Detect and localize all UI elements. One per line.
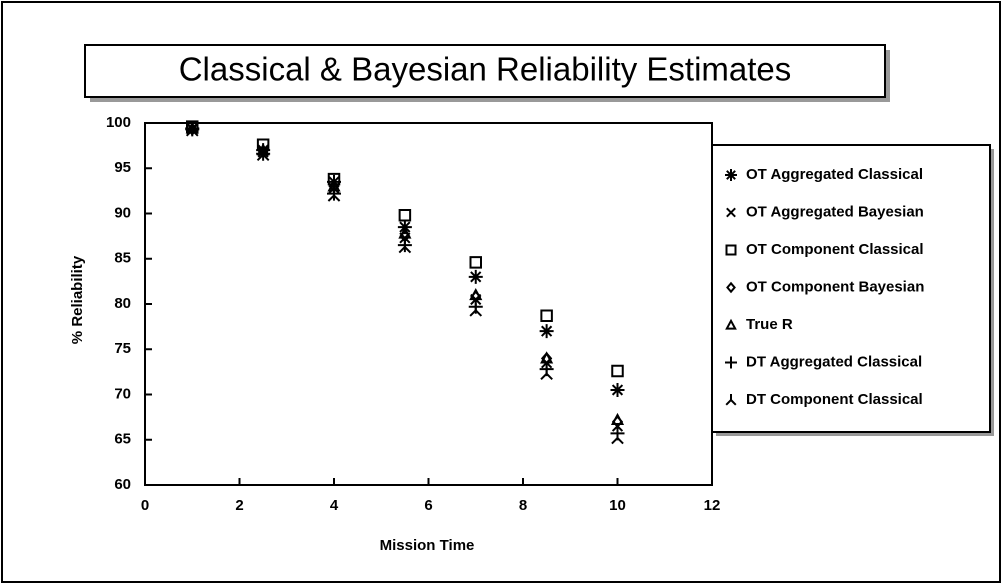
point	[327, 188, 341, 202]
point	[540, 366, 553, 380]
y-tick-label: 100	[106, 114, 131, 131]
legend-label: OT Aggregated Bayesian	[746, 203, 924, 220]
point	[610, 412, 625, 426]
legend-marker	[726, 281, 736, 294]
point	[611, 364, 624, 378]
point	[185, 123, 199, 137]
legend-label: OT Component Classical	[746, 241, 924, 258]
point	[610, 382, 625, 397]
y-tick-label: 65	[114, 431, 131, 448]
x-axis-label: Mission Time	[380, 537, 475, 554]
legend-label: OT Aggregated Classical	[746, 166, 923, 183]
x-tick-label: 10	[609, 497, 626, 514]
point	[398, 209, 412, 222]
y-tick-label: 75	[114, 340, 131, 357]
legend-label: DT Component Classical	[746, 391, 923, 408]
point	[468, 269, 483, 284]
x-tick-label: 4	[330, 497, 339, 514]
y-axis-label: % Reliability	[69, 255, 86, 344]
point	[256, 147, 270, 161]
x-tick-label: 0	[141, 497, 149, 514]
y-tick-label: 70	[114, 385, 131, 402]
point	[469, 256, 482, 269]
legend-marker	[725, 318, 737, 330]
title-box	[84, 44, 886, 98]
y-tick-label: 85	[114, 250, 131, 267]
legend-marker	[725, 356, 737, 369]
point	[398, 239, 412, 254]
legend-marker	[726, 207, 736, 218]
x-tick-label: 6	[424, 497, 432, 514]
point	[469, 303, 483, 317]
legend-label: DT Aggregated Classical	[746, 353, 922, 370]
point	[256, 138, 270, 151]
legend-marker	[725, 244, 737, 256]
point	[398, 226, 412, 239]
point	[469, 287, 483, 301]
y-tick-label: 90	[114, 204, 131, 221]
point	[327, 172, 341, 186]
point	[611, 430, 624, 445]
legend-label: OT Component Bayesian	[746, 278, 924, 295]
x-tick-label: 12	[704, 497, 721, 514]
chart-title: Classical & Bayesian Reliability Estimat…	[179, 51, 792, 88]
legend-box	[711, 144, 991, 433]
y-tick-label: 60	[114, 476, 131, 493]
y-tick-label: 80	[114, 295, 131, 312]
legend-label: True R	[746, 316, 793, 333]
legend-marker	[725, 169, 737, 181]
point	[539, 324, 554, 339]
y-tick-label: 95	[114, 159, 131, 176]
point	[540, 309, 553, 323]
x-tick-label: 2	[235, 497, 243, 514]
x-tick-label: 8	[519, 497, 527, 514]
legend-marker	[725, 394, 737, 406]
